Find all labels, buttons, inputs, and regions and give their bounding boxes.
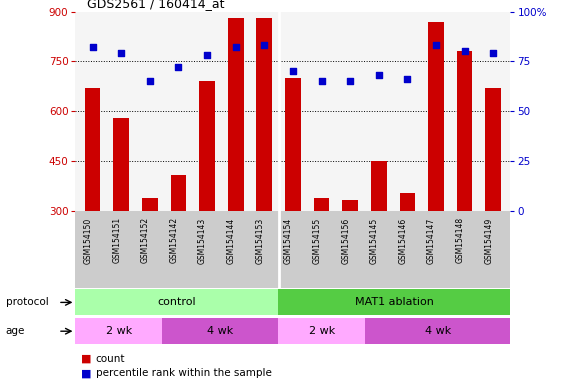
Bar bbox=[456, 51, 473, 311]
Bar bbox=[314, 198, 329, 311]
Text: GSM154145: GSM154145 bbox=[370, 217, 379, 263]
Point bbox=[317, 78, 326, 84]
Bar bbox=[485, 88, 501, 311]
Text: GSM154152: GSM154152 bbox=[141, 217, 150, 263]
Bar bbox=[400, 193, 415, 311]
Point bbox=[432, 42, 441, 48]
Text: MAT1 ablation: MAT1 ablation bbox=[355, 297, 434, 308]
Point bbox=[117, 50, 126, 56]
Bar bbox=[75, 318, 162, 344]
Bar bbox=[342, 200, 358, 311]
Text: protocol: protocol bbox=[6, 297, 49, 308]
Text: GSM154155: GSM154155 bbox=[313, 217, 321, 263]
Text: GDS2561 / 160414_at: GDS2561 / 160414_at bbox=[87, 0, 224, 10]
Text: GSM154147: GSM154147 bbox=[427, 217, 436, 263]
Text: GSM154143: GSM154143 bbox=[198, 217, 207, 263]
Text: ■: ■ bbox=[81, 368, 92, 378]
Bar bbox=[113, 118, 129, 311]
Text: GSM154142: GSM154142 bbox=[169, 217, 179, 263]
Bar bbox=[75, 290, 278, 315]
Point bbox=[231, 45, 240, 51]
Text: control: control bbox=[158, 297, 196, 308]
Text: 2 wk: 2 wk bbox=[309, 326, 335, 336]
Text: GSM154150: GSM154150 bbox=[84, 217, 93, 263]
Text: age: age bbox=[6, 326, 25, 336]
Point bbox=[288, 68, 298, 74]
Bar bbox=[365, 318, 510, 344]
Bar bbox=[85, 88, 100, 311]
Text: GSM154149: GSM154149 bbox=[484, 217, 493, 263]
Point bbox=[374, 72, 383, 78]
Text: GSM154146: GSM154146 bbox=[398, 217, 407, 263]
Text: 4 wk: 4 wk bbox=[425, 326, 451, 336]
Point bbox=[403, 76, 412, 83]
Point bbox=[260, 42, 269, 48]
Bar bbox=[142, 198, 158, 311]
Bar bbox=[428, 22, 444, 311]
Bar bbox=[256, 18, 272, 311]
Text: 2 wk: 2 wk bbox=[106, 326, 132, 336]
Bar bbox=[228, 18, 244, 311]
Point bbox=[346, 78, 355, 84]
Bar bbox=[278, 290, 510, 315]
Bar bbox=[278, 318, 365, 344]
Point bbox=[174, 65, 183, 71]
Bar bbox=[162, 318, 278, 344]
Text: GSM154151: GSM154151 bbox=[112, 217, 121, 263]
Bar bbox=[199, 81, 215, 311]
Text: percentile rank within the sample: percentile rank within the sample bbox=[96, 368, 271, 378]
Bar bbox=[171, 175, 186, 311]
Text: GSM154144: GSM154144 bbox=[227, 217, 235, 263]
Bar bbox=[285, 78, 301, 311]
Point bbox=[202, 52, 212, 58]
Point bbox=[145, 78, 154, 84]
Text: ■: ■ bbox=[81, 354, 92, 364]
Text: GSM154154: GSM154154 bbox=[284, 217, 293, 263]
Text: 4 wk: 4 wk bbox=[207, 326, 234, 336]
Text: count: count bbox=[96, 354, 125, 364]
Point bbox=[88, 45, 97, 51]
Text: GSM154153: GSM154153 bbox=[255, 217, 264, 263]
Point bbox=[460, 48, 469, 55]
Point bbox=[488, 50, 498, 56]
Text: GSM154156: GSM154156 bbox=[341, 217, 350, 263]
Bar bbox=[371, 161, 387, 311]
Text: GSM154148: GSM154148 bbox=[456, 217, 465, 263]
